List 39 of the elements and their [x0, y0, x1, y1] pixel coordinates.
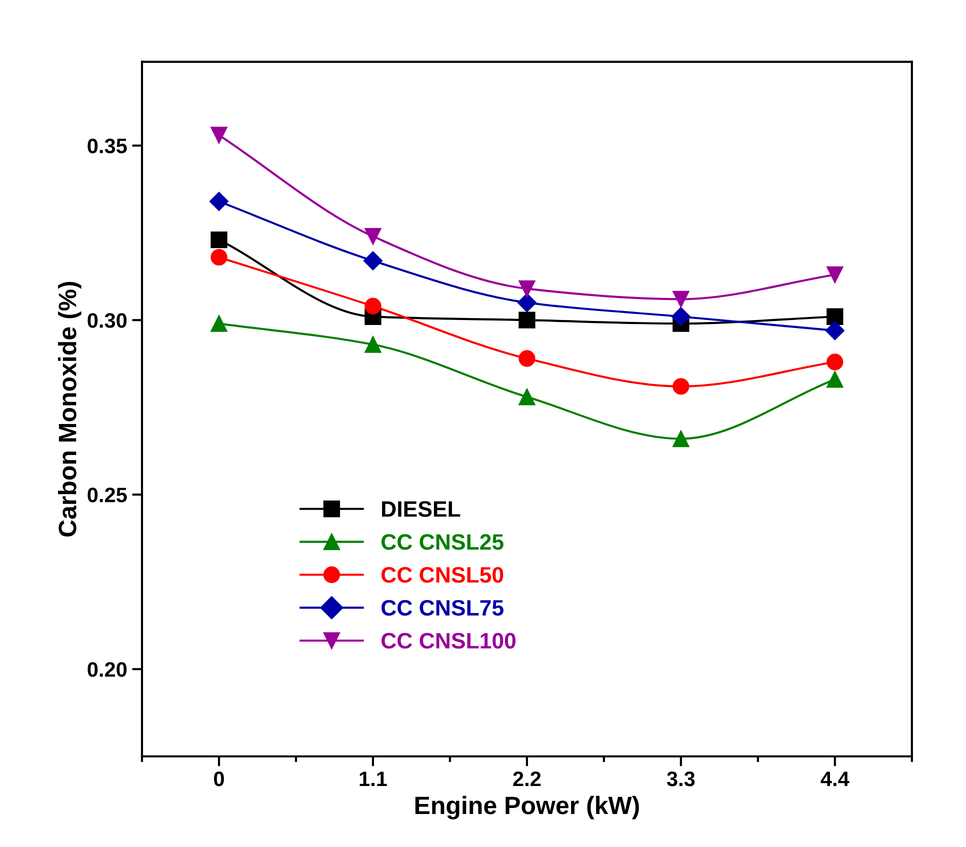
- x-tick-label: 1.1: [360, 772, 387, 786]
- point: [518, 312, 536, 328]
- y-tick-label: 0.35: [88, 138, 127, 154]
- point: [826, 308, 844, 325]
- point: [209, 192, 229, 211]
- point: [517, 293, 536, 312]
- y-tick-label: 0.20: [88, 662, 127, 677]
- point: [364, 336, 382, 353]
- point: [825, 321, 844, 340]
- point: [364, 228, 382, 245]
- legend-label: DIESEL: [382, 501, 460, 517]
- point: [672, 290, 690, 308]
- point: [672, 430, 690, 448]
- point: [826, 354, 844, 370]
- x-tick-label: 3.3: [666, 772, 695, 786]
- x-tick-label: 2.2: [513, 772, 541, 786]
- x-tick-label: 4.4: [820, 772, 850, 786]
- point: [210, 315, 228, 332]
- y-tick-label: 0.30: [88, 313, 127, 328]
- x-axis-title: Engine Power (kW): [415, 796, 639, 820]
- y-tick-label: 0.25: [88, 488, 127, 502]
- point: [518, 350, 536, 367]
- point: [364, 298, 382, 314]
- point: [518, 280, 536, 298]
- x-tick-label: 0: [214, 772, 224, 786]
- point: [210, 231, 228, 248]
- point: [363, 251, 383, 270]
- legend-label: CC CNSL100: [382, 632, 516, 649]
- point: [672, 378, 690, 395]
- legend-label: CC CNSL50: [382, 567, 504, 583]
- point: [210, 248, 228, 266]
- point: [671, 307, 690, 326]
- point: [210, 126, 228, 144]
- point: [826, 371, 844, 388]
- legend-label: CC CNSL25: [382, 534, 504, 550]
- point: [518, 388, 536, 406]
- legend-label: CC CNSL75: [382, 600, 504, 616]
- y-axis-title: Carbon Monoxide (%): [58, 282, 82, 537]
- point: [826, 266, 844, 284]
